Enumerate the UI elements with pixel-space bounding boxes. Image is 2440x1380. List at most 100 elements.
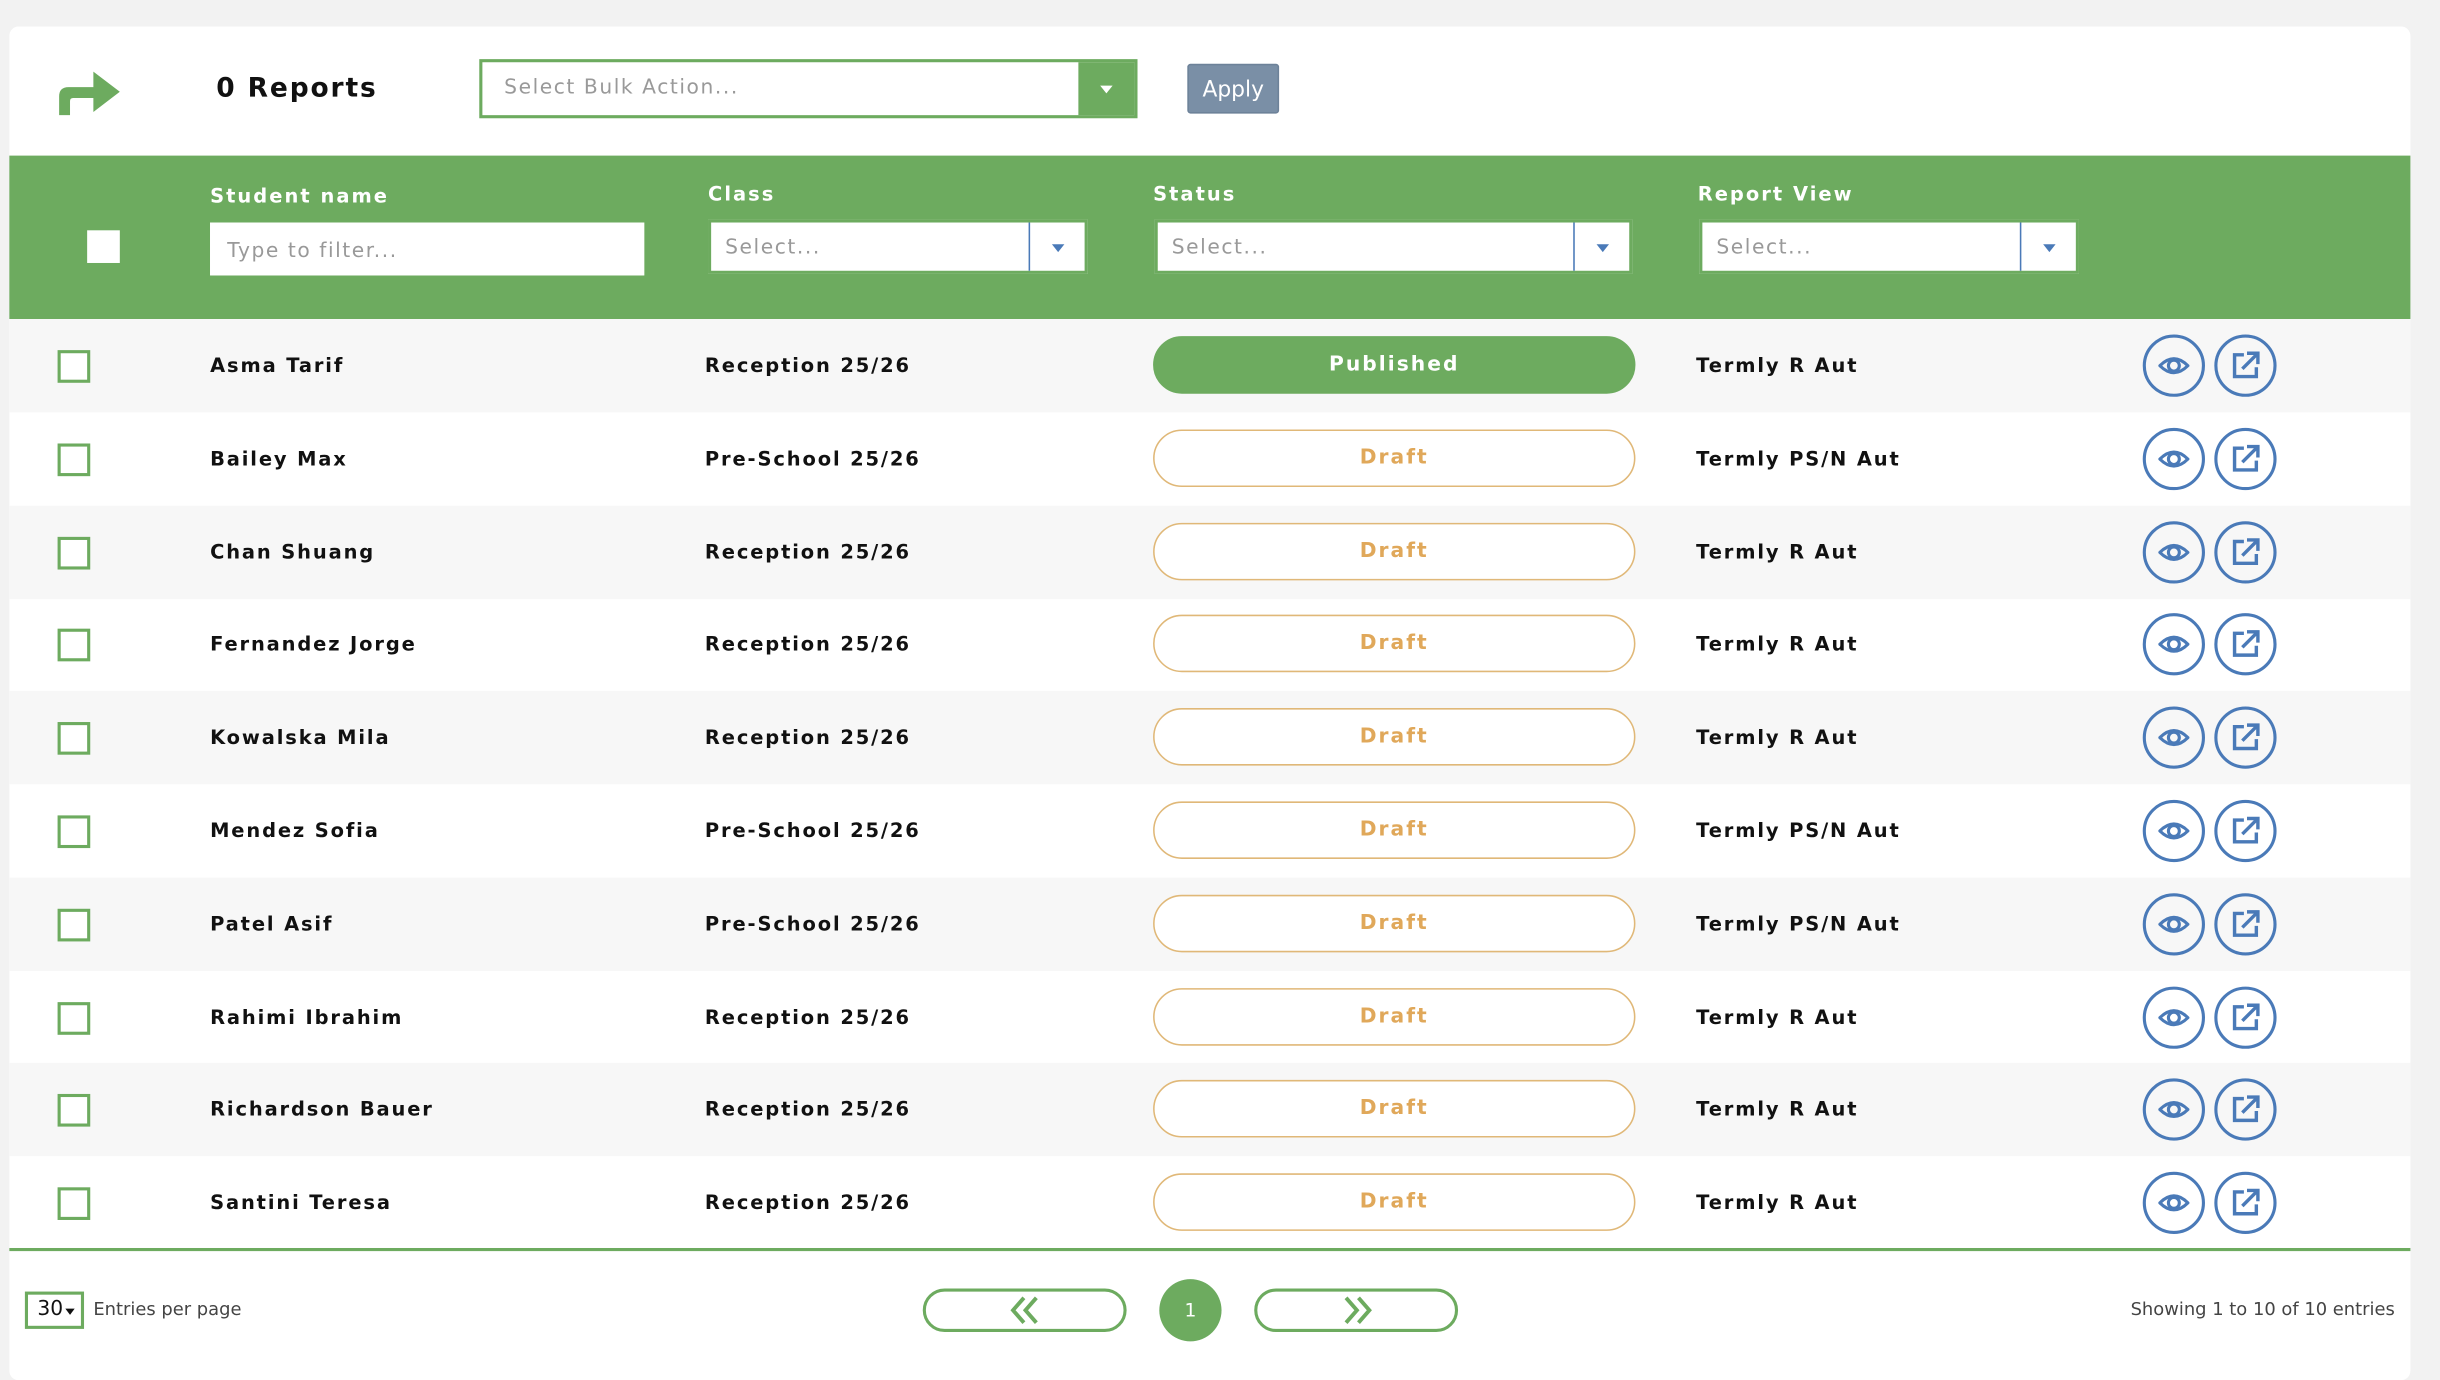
student-name-placeholder: Type to filter... xyxy=(227,239,398,263)
status-badge[interactable]: Draft xyxy=(1153,708,1636,766)
bulk-action-dropdown-toggle[interactable] xyxy=(1078,62,1135,116)
class-label: Class xyxy=(708,182,776,206)
share-arrow-icon xyxy=(56,68,121,124)
class-name: Reception 25/26 xyxy=(704,1004,911,1028)
status-placeholder: Select... xyxy=(1171,236,1268,260)
page-1-button[interactable]: 1 xyxy=(1159,1279,1222,1342)
view-report-button[interactable] xyxy=(2142,520,2205,583)
row-checkbox[interactable] xyxy=(57,536,91,569)
open-report-button[interactable] xyxy=(2214,427,2277,490)
select-all-checkbox[interactable] xyxy=(87,230,120,263)
open-report-button[interactable] xyxy=(2214,334,2277,397)
status-badge[interactable]: Draft xyxy=(1153,894,1636,953)
open-report-button[interactable] xyxy=(2214,985,2277,1049)
previous-page-button[interactable] xyxy=(922,1288,1127,1333)
student-name: Asma Tarif xyxy=(210,353,345,377)
view-report-button[interactable] xyxy=(2142,334,2205,397)
row-checkbox[interactable] xyxy=(57,908,91,942)
status-badge[interactable]: Draft xyxy=(1153,801,1636,859)
student-name: Richardson Bauer xyxy=(210,1097,434,1121)
entries-summary: Showing 1 to 10 of 10 entries xyxy=(2130,1297,2395,1320)
chevron-down-icon xyxy=(1100,85,1113,94)
class-name: Pre-School 25/26 xyxy=(704,446,921,470)
class-filter-select[interactable]: Select... xyxy=(708,219,1088,274)
open-report-button[interactable] xyxy=(2214,706,2277,770)
report-view: Termly R Aut xyxy=(1696,632,1859,656)
view-report-button[interactable] xyxy=(2142,706,2205,770)
chevron-down-icon xyxy=(1595,243,1609,252)
report-view: Termly R Aut xyxy=(1696,353,1859,377)
status-badge[interactable]: Draft xyxy=(1153,1173,1636,1232)
open-report-button[interactable] xyxy=(2214,892,2277,956)
row-checkbox[interactable] xyxy=(57,443,91,476)
report-view-dropdown-toggle[interactable] xyxy=(2021,223,2075,271)
report-view: Termly PS/N Aut xyxy=(1696,446,1901,470)
open-report-button[interactable] xyxy=(2214,520,2277,583)
status-badge[interactable]: Published xyxy=(1153,336,1636,394)
table-row: Chan Shuang Reception 25/26 Draft Termly R … xyxy=(9,505,2411,599)
row-checkbox[interactable] xyxy=(57,1001,91,1035)
row-checkbox[interactable] xyxy=(57,1094,91,1128)
table-row: Rahimi Ibrahim Reception 25/26 Draft Termly… xyxy=(9,970,2410,1063)
class-dropdown-toggle[interactable] xyxy=(1030,223,1084,271)
row-checkbox[interactable] xyxy=(57,815,91,849)
table-row: Patel Asif Pre-School 25/26 Draft Termly PS… xyxy=(9,877,2411,971)
student-name: Bailey Max xyxy=(210,446,348,470)
report-view-placeholder: Select... xyxy=(1716,236,1813,260)
class-name: Reception 25/26 xyxy=(704,353,911,377)
status-badge[interactable]: Draft xyxy=(1153,429,1636,487)
open-report-button[interactable] xyxy=(2214,1172,2277,1235)
bulk-action-placeholder: Select Bulk Action... xyxy=(504,76,739,100)
view-report-button[interactable] xyxy=(2142,799,2205,863)
bulk-action-select[interactable]: Select Bulk Action... xyxy=(479,59,1138,119)
class-name: Pre-School 25/26 xyxy=(704,911,921,935)
page-title: 0 Reports xyxy=(216,73,378,105)
table-row: Richardson Bauer Reception 25/26 Draft Term… xyxy=(9,1063,2411,1157)
open-report-button[interactable] xyxy=(2214,613,2277,676)
report-view: Termly R Aut xyxy=(1696,725,1859,749)
open-report-button[interactable] xyxy=(2214,1078,2277,1142)
status-badge[interactable]: Draft xyxy=(1153,987,1636,1046)
entries-per-page-value: 30 xyxy=(37,1297,64,1322)
status-badge[interactable]: Draft xyxy=(1153,615,1636,673)
class-name: Reception 25/26 xyxy=(704,725,911,749)
chevron-down-icon xyxy=(65,1308,75,1315)
student-name-label: Student name xyxy=(210,183,389,207)
report-view: Termly R Aut xyxy=(1696,1190,1859,1215)
student-name: Chan Shuang xyxy=(210,539,376,563)
report-view: Termly R Aut xyxy=(1696,539,1859,563)
class-placeholder: Select... xyxy=(725,236,821,260)
table-bottom-divider xyxy=(9,1247,2411,1252)
status-badge[interactable]: Draft xyxy=(1153,1080,1636,1139)
report-view-filter-select[interactable]: Select... xyxy=(1699,219,2079,274)
double-chevron-right-icon xyxy=(1344,1296,1372,1324)
status-dropdown-toggle[interactable] xyxy=(1575,223,1629,271)
entries-per-page-select[interactable]: 30 xyxy=(24,1291,85,1329)
view-report-button[interactable] xyxy=(2142,892,2205,956)
row-checkbox[interactable] xyxy=(57,1187,91,1221)
student-name: Mendez Sofia xyxy=(210,818,380,842)
view-report-button[interactable] xyxy=(2142,1172,2205,1235)
next-page-button[interactable] xyxy=(1254,1288,1459,1333)
row-checkbox[interactable] xyxy=(57,722,91,756)
view-report-button[interactable] xyxy=(2142,1078,2205,1142)
report-view: Termly PS/N Aut xyxy=(1696,818,1901,842)
entries-per-page-label: Entries per page xyxy=(93,1297,242,1320)
open-report-button[interactable] xyxy=(2214,799,2277,863)
status-filter-select[interactable]: Select... xyxy=(1154,219,1633,274)
view-report-button[interactable] xyxy=(2142,985,2205,1049)
view-report-button[interactable] xyxy=(2142,613,2205,676)
apply-button[interactable]: Apply xyxy=(1187,63,1280,114)
student-name-filter-input[interactable]: Type to filter... xyxy=(210,222,645,276)
chevron-down-icon xyxy=(1051,243,1064,252)
report-view: Termly PS/N Aut xyxy=(1696,911,1901,935)
double-chevron-left-icon xyxy=(1010,1296,1038,1324)
table-row: Santini Teresa Reception 25/26 Draft Termly… xyxy=(9,1156,2410,1249)
row-checkbox[interactable] xyxy=(57,629,91,662)
chevron-down-icon xyxy=(2042,243,2055,252)
student-name: Rahimi Ibrahim xyxy=(210,1004,404,1028)
view-report-button[interactable] xyxy=(2142,427,2205,490)
status-badge[interactable]: Draft xyxy=(1153,522,1636,580)
row-checkbox[interactable] xyxy=(57,350,91,383)
table-row: Kowalska Mila Reception 25/26 Draft Termly … xyxy=(9,691,2411,785)
